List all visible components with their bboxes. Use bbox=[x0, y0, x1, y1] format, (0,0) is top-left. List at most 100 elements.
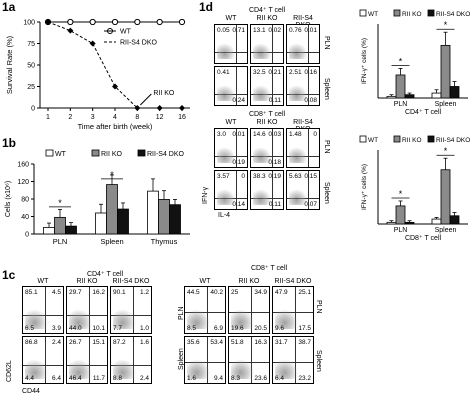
column-header: WT bbox=[37, 278, 49, 285]
quadrant-value: 38.3 bbox=[253, 173, 266, 180]
y-tick-label: 100 bbox=[23, 20, 35, 27]
column-header: WT bbox=[225, 119, 237, 126]
point-wt bbox=[156, 18, 163, 26]
event-density bbox=[69, 308, 93, 329]
row-label: Spleen bbox=[323, 78, 330, 100]
quadrant-value: 9.6 bbox=[275, 325, 285, 332]
sig-star: * bbox=[399, 189, 403, 199]
flow-plot: 86.8 2.4 4.4 6.4 bbox=[22, 336, 64, 384]
row-label: Spleen bbox=[323, 182, 330, 204]
legend-swatch bbox=[427, 135, 435, 143]
flow-plot: 5.63 0.15 0.07 bbox=[286, 170, 320, 210]
event-density bbox=[253, 145, 273, 163]
y-tick-label: 120 bbox=[17, 179, 29, 186]
ifng-bar-charts: IFN-γ⁺ cells (%) PLN * Spleen * CD4⁺ T cell WT… bbox=[359, 9, 470, 242]
event-density bbox=[275, 358, 299, 379]
bar-wt bbox=[431, 218, 442, 225]
bar-rii-ko bbox=[54, 216, 66, 235]
quadrant-value: 7.7 bbox=[113, 325, 123, 332]
cd8-title: CD8⁺ T cell bbox=[250, 265, 288, 272]
quadrant-value: 6.9 bbox=[213, 325, 223, 332]
quadrant-value: 0.05 bbox=[217, 27, 230, 34]
row-label: PLN bbox=[323, 36, 330, 50]
event-density bbox=[113, 308, 137, 329]
legend-swatch bbox=[393, 9, 401, 17]
flow-plot: 29.7 16.2 44.0 10.1 bbox=[66, 286, 108, 334]
row-label: PLN bbox=[178, 306, 185, 320]
column-header: RII-S4 DKO bbox=[112, 278, 150, 285]
x-tick-label: 8 bbox=[135, 114, 139, 121]
bar-rii-ko bbox=[158, 199, 170, 235]
quadrant-value: 0.02 bbox=[268, 27, 281, 34]
quadrant-value: 2.4 bbox=[139, 375, 149, 382]
y-tick-label: 25 bbox=[27, 84, 35, 91]
quadrant-value: 6.4 bbox=[275, 375, 285, 382]
sig-star: * bbox=[58, 198, 62, 208]
quadrant-value: 14.6 bbox=[253, 131, 266, 138]
y-tick-label: 80 bbox=[21, 197, 29, 204]
bar-wt bbox=[95, 212, 107, 235]
quadrant-gate-v bbox=[271, 25, 273, 63]
quadrant-value: 90.1 bbox=[113, 289, 126, 296]
quadrant-value: 44.5 bbox=[187, 289, 200, 296]
event-density bbox=[231, 358, 255, 379]
y-axis-label: CD62L bbox=[6, 360, 13, 382]
flow-cd62l-cd44: CD4⁺ T cell WT RII KO RII-S4 DKO 85.1 4.5 6.5 3… bbox=[0, 265, 340, 412]
quadrant-value: 2.51 bbox=[289, 69, 302, 76]
bar-rii-s4-dko bbox=[449, 86, 460, 99]
quadrant-value: 17.5 bbox=[298, 325, 311, 332]
point-wt bbox=[89, 18, 96, 26]
quadrant-gate-v bbox=[235, 171, 237, 209]
quadrant-gate-v bbox=[307, 25, 309, 63]
quadrant-gate-v bbox=[235, 25, 237, 63]
bar-rii-ko bbox=[440, 169, 451, 225]
event-density bbox=[187, 358, 211, 379]
point-wt bbox=[178, 18, 186, 26]
flow-plot: 0.05 0.71 bbox=[214, 24, 248, 64]
flow-plot: 0.76 0.01 bbox=[286, 24, 320, 64]
sig-star: * bbox=[110, 170, 114, 180]
flow-plot: 51.8 16.3 8.3 23.6 bbox=[228, 336, 270, 384]
quadrant-value: 44.0 bbox=[69, 325, 82, 332]
x-tick-label: 4 bbox=[113, 114, 117, 121]
row-label: PLN bbox=[315, 300, 322, 314]
quadrant-value: 0.18 bbox=[268, 159, 281, 166]
quadrant-value: 47.9 bbox=[275, 289, 288, 296]
quadrant-value: 1.0 bbox=[139, 325, 149, 332]
quadrant-value: 0 bbox=[241, 173, 245, 180]
x-tick-label: 16 bbox=[178, 114, 186, 121]
point-rii-ko bbox=[134, 105, 141, 111]
quadrant-value: 3.57 bbox=[217, 173, 230, 180]
point-rii-ko bbox=[67, 27, 74, 34]
column-header: WT bbox=[225, 15, 237, 22]
y-axis-label: IFN-γ⁺ cells (%) bbox=[361, 164, 368, 210]
flow-plot: 1.48 0 bbox=[286, 128, 320, 168]
quadrant-value: 23.2 bbox=[298, 375, 311, 382]
sig-star: * bbox=[399, 56, 403, 66]
y-axis-label: Cells (x10⁶) bbox=[5, 181, 12, 217]
x-tick-label: 1 bbox=[46, 114, 50, 121]
flow-plot: 44.5 40.2 8.5 6.9 bbox=[184, 286, 226, 334]
quadrant-value: 0.14 bbox=[232, 201, 245, 208]
quadrant-value: 6.5 bbox=[25, 325, 35, 332]
legend-label: RII KO bbox=[402, 137, 422, 144]
bar-rii-ko bbox=[395, 74, 406, 99]
cd4-title: CD4⁺ T cell bbox=[86, 271, 124, 278]
cd8-title: CD8⁺ T cell bbox=[248, 111, 286, 118]
cd4-title: CD4⁺ T cell bbox=[248, 7, 286, 14]
event-density bbox=[113, 358, 137, 379]
bar-rii-s4-dko bbox=[117, 208, 129, 235]
quadrant-value: 25.1 bbox=[298, 289, 311, 296]
bar-rii-ko bbox=[106, 184, 118, 235]
sig-star: * bbox=[444, 20, 448, 30]
quadrant-value: 46.4 bbox=[69, 375, 82, 382]
quadrant-value: 0.76 bbox=[289, 27, 302, 34]
point-rii-ko bbox=[112, 83, 118, 90]
cell-count-chart: 0 40 80 120 160 Cells (x10⁶) PLN Spleen Thymus * *… bbox=[5, 149, 190, 246]
x-tick-label: PLN bbox=[394, 101, 408, 108]
point-rii-ko bbox=[179, 105, 185, 111]
y-tick-label: 0 bbox=[31, 106, 35, 113]
quadrant-value: 4.5 bbox=[51, 289, 61, 296]
